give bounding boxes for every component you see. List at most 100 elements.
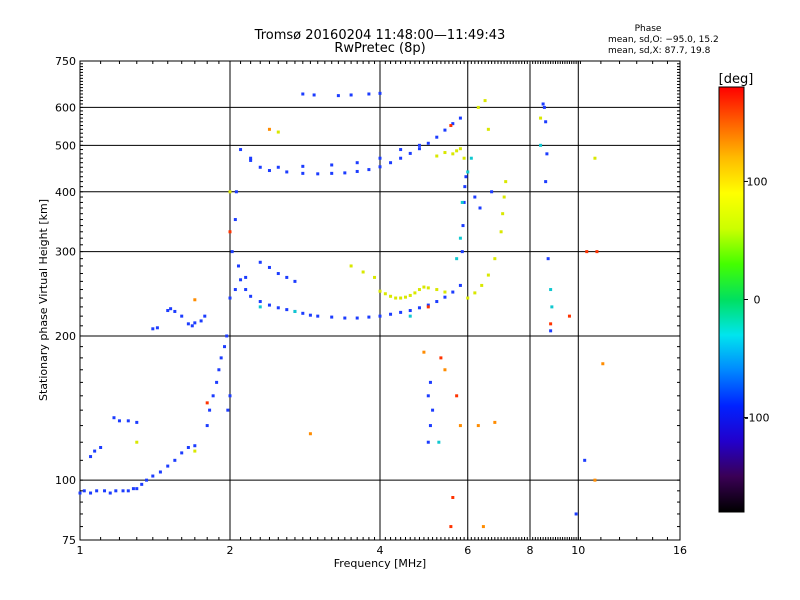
data-point-s2-9 [549,288,553,292]
data-point-s4-3 [443,368,447,372]
data-point-s0-62 [308,313,312,317]
y-tick-label-4: 400 [55,186,76,199]
colorbar-tick-label-2: -100 [745,412,770,425]
data-point-s0-74 [435,300,439,304]
data-point-s1-11 [435,288,439,292]
data-point-s2-10 [550,305,554,309]
data-point-s2-5 [460,200,464,204]
data-point-s0-103 [443,128,447,132]
data-point-s2-6 [466,170,470,174]
data-point-s2-8 [539,143,543,147]
data-point-s0-95 [367,168,371,172]
data-point-s0-94 [355,169,359,173]
data-point-s0-55 [249,294,253,298]
data-point-s0-52 [236,264,240,268]
data-point-s0-39 [208,408,212,412]
y-tick-label-0: 75 [62,534,76,547]
data-point-s0-129 [428,424,432,428]
data-point-s0-123 [463,185,467,189]
data-point-s0-81 [267,265,271,269]
data-point-s0-78 [233,288,237,292]
data-point-s0-35 [193,321,197,325]
data-point-s2-7 [469,156,473,160]
data-point-s1-27 [504,180,508,184]
colorbar-gradient [718,86,745,513]
data-point-s0-106 [249,158,253,162]
data-point-s0-18 [186,445,190,449]
data-point-s1-18 [443,151,447,155]
data-point-s1-24 [499,230,503,234]
data-point-s0-47 [228,394,232,398]
data-point-s0-37 [203,314,207,318]
data-point-s2-0 [258,305,262,309]
data-point-s0-33 [186,322,190,326]
data-point-s0-116 [336,94,340,98]
data-point-s0-61 [301,311,305,315]
data-point-s1-0 [378,289,382,293]
x-tick-label-3: 6 [464,544,471,557]
data-point-s0-43 [219,356,223,360]
data-point-s0-15 [166,464,170,468]
data-point-s0-137 [544,180,548,184]
data-point-s2-4 [458,236,462,240]
data-point-s3-1 [228,230,232,234]
data-point-s3-8 [595,250,599,254]
x-tick-label-1: 2 [227,544,234,557]
data-point-s1-30 [373,275,377,279]
data-point-s1-23 [493,257,497,261]
data-point-s0-66 [355,316,359,320]
data-point-s1-21 [480,283,484,287]
data-point-s0-88 [267,169,271,173]
data-point-s4-2 [422,350,426,354]
chart-title: Tromsø 20160204 11:48:00—11:49:43 [254,28,506,43]
x-tick-label-5: 10 [571,544,585,557]
data-point-s0-32 [180,314,184,318]
data-point-s0-128 [426,440,430,444]
data-point-s0-42 [217,368,221,372]
data-point-s0-118 [367,92,371,96]
data-point-s0-93 [343,171,347,175]
data-point-s0-141 [574,512,578,516]
data-point-s0-96 [378,165,382,169]
data-point-s0-34 [190,324,194,328]
data-point-s1-38 [539,116,543,120]
data-point-s0-40 [211,394,215,398]
data-point-s0-41 [215,380,219,384]
data-point-s0-87 [258,165,262,169]
data-point-s4-5 [493,420,497,424]
data-point-s1-20 [473,291,477,295]
data-point-s1-34 [276,130,280,134]
data-point-s0-58 [276,306,280,310]
data-point-s3-0 [205,401,209,405]
data-point-s4-9 [458,424,462,428]
data-point-s0-89 [285,170,289,174]
data-point-s0-14 [158,470,162,474]
x-tick-label-2: 4 [377,544,384,557]
data-point-s1-17 [435,154,439,158]
data-point-s1-28 [349,264,353,268]
data-point-s0-121 [461,224,465,228]
data-point-s0-54 [244,288,248,292]
data-point-s1-7 [413,291,417,295]
data-point-s1-25 [501,212,505,216]
data-point-s0-109 [330,163,334,167]
data-point-s1-29 [361,270,365,274]
data-point-s0-64 [330,315,334,319]
data-point-s0-0 [78,491,82,495]
data-point-s0-134 [542,105,546,109]
data-point-s0-4 [103,489,107,493]
data-point-s0-135 [544,120,548,124]
data-point-s0-70 [399,310,403,314]
data-point-s0-112 [399,148,403,152]
data-point-s0-11 [140,482,144,486]
x-axis-label: Frequency [MHz] [334,557,426,570]
data-point-s0-140 [583,458,587,462]
data-point-s2-11 [437,440,441,444]
data-point-s0-113 [417,143,421,147]
data-point-s2-3 [455,257,459,261]
data-point-s4-0 [193,298,197,302]
data-point-s0-65 [343,316,347,320]
data-point-s0-136 [545,152,549,156]
data-point-s0-104 [451,122,455,126]
